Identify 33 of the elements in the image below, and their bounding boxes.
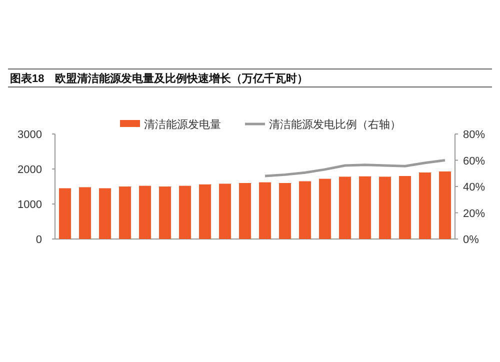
y2-tick-label: 60% — [463, 155, 486, 168]
bar — [419, 172, 431, 239]
legend-label: 清洁能源发电比例（右轴） — [269, 118, 401, 131]
bar — [159, 186, 171, 239]
bar — [99, 188, 111, 239]
bar — [119, 186, 131, 239]
bar — [299, 181, 311, 239]
bar — [319, 178, 331, 239]
bar — [399, 176, 411, 239]
bar — [139, 186, 151, 239]
y-tick-label: 2000 — [18, 164, 42, 176]
bar — [439, 171, 451, 239]
y2-tick-label: 80% — [463, 129, 486, 141]
y2-tick-label: 40% — [463, 182, 486, 194]
bar — [279, 183, 291, 239]
y2-tick-label: 0% — [463, 234, 480, 246]
bar — [179, 186, 191, 239]
legend-label: 清洁能源发电量 — [144, 118, 221, 131]
bar — [219, 184, 231, 239]
line-series — [264, 159, 446, 178]
y2-tick-label: 20% — [463, 208, 486, 220]
bar — [239, 183, 251, 239]
bar — [339, 176, 351, 239]
y-tick-label: 0 — [36, 234, 42, 246]
y-tick-label: 3000 — [18, 129, 42, 141]
y-tick-label: 1000 — [18, 199, 42, 211]
chart-title: 图表18 欧盟清洁能源发电量及比例快速增长（万亿千瓦时） — [10, 72, 308, 85]
bar — [199, 184, 211, 239]
bar — [59, 188, 71, 239]
bar — [259, 182, 271, 239]
bar — [379, 176, 391, 239]
bar — [79, 187, 91, 239]
bar — [359, 176, 371, 239]
